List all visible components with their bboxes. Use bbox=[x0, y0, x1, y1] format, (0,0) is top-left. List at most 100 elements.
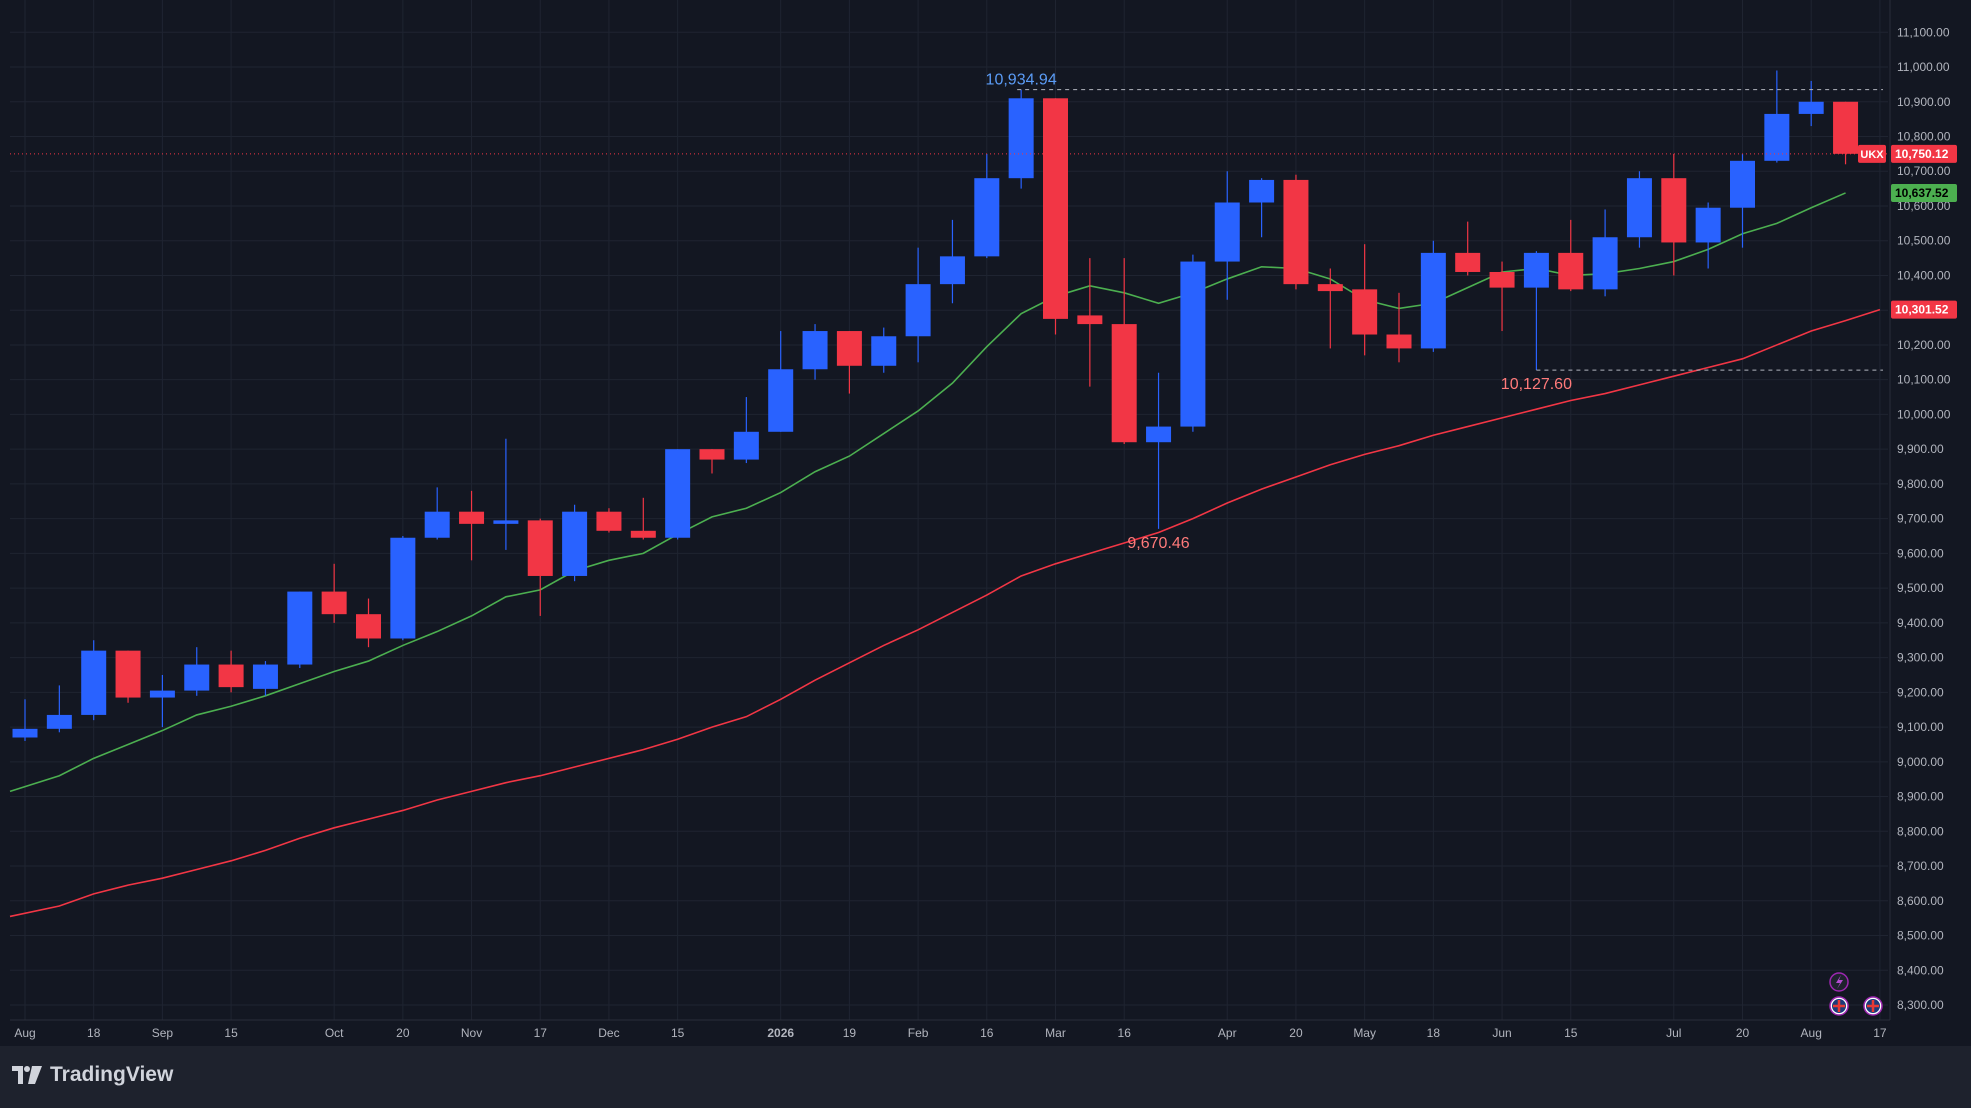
candle-body[interactable] bbox=[939, 256, 965, 285]
candle[interactable] bbox=[1523, 251, 1549, 371]
candle-body[interactable] bbox=[1420, 252, 1446, 349]
candle[interactable] bbox=[424, 487, 450, 540]
candle[interactable] bbox=[1317, 268, 1343, 349]
plot-area[interactable]: 10,934.94 10,127.60 9,670.46 bbox=[9, 70, 1888, 918]
candle-body[interactable] bbox=[1111, 324, 1137, 443]
candle[interactable] bbox=[46, 685, 72, 733]
candle[interactable] bbox=[1558, 219, 1584, 292]
candle[interactable] bbox=[871, 327, 897, 373]
candle[interactable] bbox=[596, 508, 622, 533]
candle-body[interactable] bbox=[81, 650, 107, 715]
candle-body[interactable] bbox=[974, 178, 1000, 257]
candle[interactable] bbox=[1214, 171, 1240, 300]
candle-body[interactable] bbox=[1249, 179, 1275, 203]
lightning-icon[interactable] bbox=[1829, 972, 1849, 992]
candle-body[interactable] bbox=[768, 369, 794, 432]
candle-body[interactable] bbox=[1523, 252, 1549, 288]
uk-flag-icon[interactable] bbox=[1829, 996, 1849, 1016]
candle-body[interactable] bbox=[871, 336, 897, 366]
candle-body[interactable] bbox=[1043, 98, 1068, 319]
candle[interactable] bbox=[665, 449, 691, 540]
candle[interactable] bbox=[1455, 221, 1481, 276]
candle[interactable] bbox=[699, 449, 725, 474]
candle[interactable] bbox=[459, 490, 485, 561]
candle-body[interactable] bbox=[321, 591, 347, 615]
candle-body[interactable] bbox=[356, 614, 381, 639]
candle-body[interactable] bbox=[905, 284, 931, 337]
candle-body[interactable] bbox=[1489, 271, 1515, 288]
candle-body[interactable] bbox=[1146, 426, 1172, 443]
candle-body[interactable] bbox=[665, 449, 691, 538]
candle[interactable] bbox=[390, 536, 416, 641]
candle[interactable] bbox=[802, 324, 828, 380]
candle-body[interactable] bbox=[1283, 179, 1309, 285]
candle[interactable] bbox=[1386, 292, 1412, 363]
candle-body[interactable] bbox=[1695, 207, 1721, 243]
candle[interactable] bbox=[493, 438, 519, 550]
candle[interactable] bbox=[974, 153, 1000, 259]
candle[interactable] bbox=[115, 650, 141, 703]
candle[interactable] bbox=[1420, 240, 1446, 352]
candle[interactable] bbox=[1695, 202, 1721, 269]
uk-flag-icon[interactable] bbox=[1863, 996, 1883, 1016]
candle-body[interactable] bbox=[1764, 113, 1790, 161]
candle-body[interactable] bbox=[1317, 284, 1343, 292]
candle-body[interactable] bbox=[390, 537, 416, 639]
price-axis[interactable]: 8,300.00 8,400.00 8,500.00 8,600.00 8,700.00… bbox=[1897, 25, 1951, 1012]
candle-body[interactable] bbox=[1386, 334, 1412, 349]
candle-body[interactable] bbox=[1592, 237, 1618, 290]
candle-body[interactable] bbox=[1455, 252, 1481, 272]
candle[interactable] bbox=[1249, 178, 1275, 238]
candle-body[interactable] bbox=[218, 664, 244, 688]
candle[interactable] bbox=[1626, 171, 1652, 248]
candle[interactable] bbox=[733, 397, 759, 464]
candle-body[interactable] bbox=[287, 591, 313, 665]
candle-body[interactable] bbox=[1077, 315, 1103, 325]
candle-body[interactable] bbox=[1661, 178, 1687, 243]
candle[interactable] bbox=[12, 699, 38, 741]
candle-body[interactable] bbox=[46, 714, 72, 729]
candle-body[interactable] bbox=[699, 449, 725, 460]
candle-body[interactable] bbox=[562, 511, 588, 576]
candle[interactable] bbox=[1352, 244, 1378, 356]
candle-body[interactable] bbox=[1626, 178, 1652, 238]
candle[interactable] bbox=[768, 331, 794, 432]
candle[interactable] bbox=[252, 661, 278, 696]
candle-body[interactable] bbox=[1798, 101, 1824, 114]
candle[interactable] bbox=[218, 650, 244, 693]
candle-body[interactable] bbox=[1008, 98, 1034, 179]
candle-body[interactable] bbox=[115, 650, 141, 698]
candle-body[interactable] bbox=[596, 511, 622, 531]
candle[interactable] bbox=[939, 219, 965, 304]
candle-body[interactable] bbox=[802, 331, 828, 370]
candle-body[interactable] bbox=[1214, 202, 1240, 262]
candle[interactable] bbox=[1798, 80, 1824, 127]
candle[interactable] bbox=[1008, 89, 1034, 189]
candle[interactable] bbox=[1489, 261, 1515, 332]
candle[interactable] bbox=[905, 247, 931, 363]
candle-body[interactable] bbox=[527, 520, 553, 576]
candle[interactable] bbox=[1661, 153, 1687, 276]
candle-body[interactable] bbox=[1352, 289, 1378, 335]
candle[interactable] bbox=[149, 674, 175, 728]
chart-icons[interactable] bbox=[1829, 972, 1883, 1016]
candle-body[interactable] bbox=[1558, 252, 1584, 290]
candle[interactable] bbox=[1833, 101, 1859, 165]
candle[interactable] bbox=[287, 591, 313, 669]
time-axis[interactable]: Aug 18 Sep 15 Oct 20 Nov 17 Dec 15 2026 19 Feb 16 Mar 1… bbox=[14, 1026, 1887, 1040]
candle[interactable] bbox=[1730, 153, 1755, 248]
candle-body[interactable] bbox=[252, 664, 278, 689]
candle[interactable] bbox=[1283, 174, 1309, 290]
candle-body[interactable] bbox=[836, 331, 862, 366]
candle[interactable] bbox=[184, 647, 210, 696]
candle[interactable] bbox=[1077, 258, 1103, 387]
candle[interactable] bbox=[630, 497, 656, 540]
candle-body[interactable] bbox=[424, 511, 450, 538]
candle[interactable] bbox=[527, 518, 553, 616]
tradingview-logo[interactable]: TradingView bbox=[12, 1063, 173, 1087]
candle[interactable] bbox=[81, 640, 107, 721]
candle-body[interactable] bbox=[149, 690, 175, 698]
candle[interactable] bbox=[836, 331, 862, 394]
candle[interactable] bbox=[1111, 258, 1137, 444]
candle[interactable] bbox=[562, 504, 588, 582]
